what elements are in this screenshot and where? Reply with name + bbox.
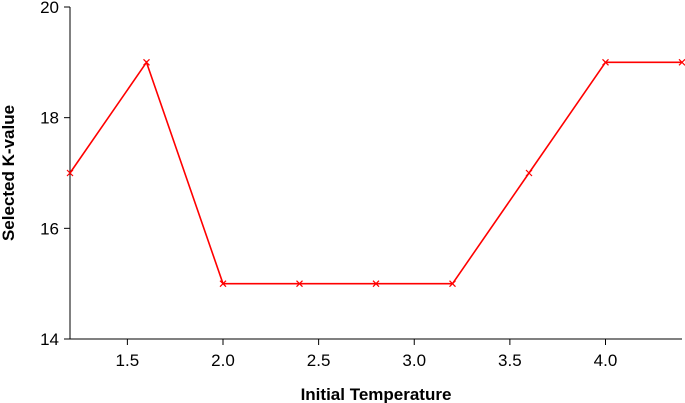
x-ticks: 1.5 2.0 2.5 3.0 3.5 4.0 bbox=[116, 339, 618, 370]
series-line bbox=[69, 60, 682, 285]
data-point-marker bbox=[372, 280, 380, 288]
x-tick-label: 2.0 bbox=[211, 351, 235, 370]
data-point-marker bbox=[678, 58, 685, 66]
y-tick-label: 18 bbox=[40, 109, 59, 128]
x-tick-label: 4.0 bbox=[594, 351, 618, 370]
y-ticks: 14 16 18 20 bbox=[40, 0, 70, 349]
data-point-marker bbox=[219, 280, 227, 288]
series-layer bbox=[66, 58, 685, 288]
x-tick-label: 1.5 bbox=[116, 351, 140, 370]
y-tick-label: 14 bbox=[40, 330, 59, 349]
data-point-marker bbox=[296, 280, 303, 288]
data-point-marker bbox=[66, 169, 74, 177]
x-tick-label: 2.5 bbox=[307, 351, 331, 370]
data-point-marker bbox=[602, 58, 609, 66]
data-point-marker bbox=[525, 169, 533, 177]
x-axis-title: Initial Temperature bbox=[301, 385, 452, 403]
y-axis-title: Selected K-value bbox=[0, 105, 18, 241]
x-tick-label: 3.0 bbox=[402, 351, 426, 370]
x-tick-label: 3.5 bbox=[498, 351, 522, 370]
data-point-marker bbox=[449, 280, 456, 288]
y-tick-label: 16 bbox=[40, 219, 59, 238]
axes bbox=[69, 7, 682, 340]
y-tick-label: 20 bbox=[40, 0, 59, 17]
data-point-marker bbox=[143, 58, 150, 66]
